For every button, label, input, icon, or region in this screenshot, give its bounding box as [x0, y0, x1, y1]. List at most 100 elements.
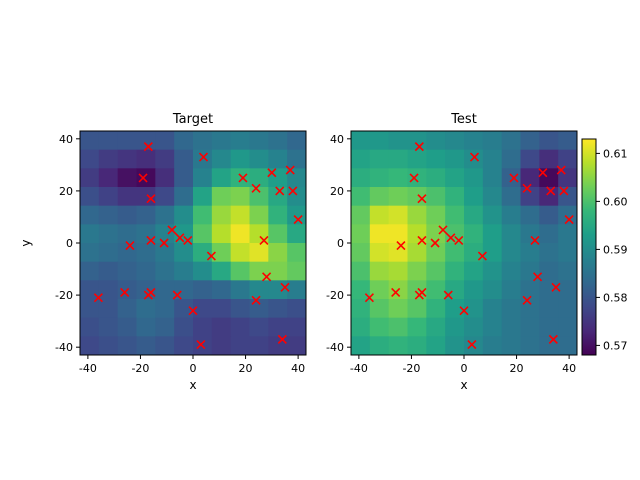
heatmap-cell [482, 336, 503, 356]
y-tick-label: -40 [326, 341, 344, 354]
data-point-marker [125, 241, 135, 251]
heatmap-cell [351, 149, 371, 169]
heatmap-cell [155, 149, 175, 169]
heatmap-cell [211, 205, 232, 225]
heatmap-cell [388, 299, 408, 319]
data-point-marker [143, 290, 153, 300]
heatmap-cell [174, 131, 194, 151]
heatmap-cell [98, 149, 119, 169]
heatmap-cell [520, 149, 540, 169]
heatmap-cell [558, 131, 578, 151]
heatmap-cell [249, 168, 269, 188]
heatmap-cell [193, 149, 213, 169]
heatmap-cell [80, 149, 100, 169]
heatmap-cell [98, 205, 119, 225]
heatmap-cell [268, 205, 288, 225]
heatmap-cell [98, 280, 119, 300]
heatmap-cell [117, 243, 137, 263]
data-point-marker [556, 165, 566, 175]
data-point-marker [251, 295, 261, 305]
heatmap-cell [426, 187, 446, 207]
heatmap-cell [230, 317, 250, 337]
heatmap-cell [155, 168, 175, 188]
heatmap-cell [369, 317, 390, 337]
target-title: Target [172, 112, 213, 127]
data-point-marker [172, 290, 182, 300]
heatmap-cell [445, 280, 465, 300]
heatmap-cell [98, 261, 119, 281]
heatmap-cell [369, 149, 390, 169]
heatmap-cell [287, 280, 307, 300]
heatmap-cell [155, 280, 175, 300]
heatmap-cell [117, 205, 137, 225]
heatmap-cell [351, 261, 371, 281]
heatmap-cell [407, 317, 427, 337]
heatmap-cell [351, 243, 371, 263]
data-point-marker [522, 183, 532, 193]
heatmap-cell [482, 187, 503, 207]
heatmap-cell [407, 168, 427, 188]
y-tick-label: 0 [66, 237, 73, 250]
heatmap-cell [80, 299, 100, 319]
data-point-marker [159, 238, 169, 248]
heatmap-cell [501, 299, 521, 319]
heatmap-cell [426, 336, 446, 356]
heatmap-cell [558, 205, 578, 225]
heatmap-cell [249, 149, 269, 169]
heatmap-cell [445, 149, 465, 169]
heatmap-cell [482, 243, 503, 263]
data-point-marker [188, 306, 198, 316]
heatmap-cell [230, 131, 250, 151]
heatmap-cell [369, 280, 390, 300]
heatmap-cell [287, 224, 307, 244]
data-point-marker [477, 251, 487, 261]
data-point-marker [167, 225, 177, 235]
data-point-marker [509, 173, 519, 183]
heatmap-cell [351, 131, 371, 151]
y-tick-label: 40 [59, 133, 73, 146]
data-point-marker [559, 186, 569, 196]
data-point-marker [198, 152, 209, 162]
heatmap-cell [117, 187, 137, 207]
heatmap-cell [136, 149, 156, 169]
target-markers [93, 142, 303, 350]
heatmap-cell [351, 299, 371, 319]
heatmap-cell [407, 336, 427, 356]
colorbar-tick-label: 0.58 [603, 291, 628, 304]
heatmap-cell [117, 336, 137, 356]
heatmap-cell [388, 224, 408, 244]
heatmap-cell [249, 205, 269, 225]
heatmap-cell [482, 317, 503, 337]
data-point-marker [443, 290, 453, 300]
data-point-marker [414, 142, 424, 152]
heatmap-cell [369, 261, 390, 281]
heatmap-cell [520, 336, 540, 356]
heatmap-cell [230, 280, 250, 300]
data-point-marker [551, 282, 561, 292]
data-point-marker [146, 194, 156, 204]
heatmap-cell [520, 261, 540, 281]
heatmap-cell [249, 187, 269, 207]
data-point-marker [267, 168, 277, 178]
heatmap-cell [445, 299, 465, 319]
heatmap-cell [445, 131, 465, 151]
data-point-marker [546, 186, 556, 196]
heatmap-cell [464, 243, 484, 263]
x-tick-label: -20 [131, 362, 149, 375]
heatmap-cell [369, 224, 390, 244]
heatmap-cell [80, 131, 100, 151]
heatmap-cell [230, 168, 250, 188]
heatmap-cell [80, 317, 100, 337]
data-point-marker [120, 287, 130, 298]
heatmap-cell [388, 205, 408, 225]
heatmap-cell [136, 205, 156, 225]
heatmap-cell [407, 205, 427, 225]
data-point-marker [280, 282, 290, 292]
heatmap-cell [174, 187, 194, 207]
heatmap-cell [155, 317, 175, 337]
heatmap-cell [155, 299, 175, 319]
heatmap-cell [136, 336, 156, 356]
heatmap-cell [230, 299, 250, 319]
heatmap-cell [193, 280, 213, 300]
heatmap-cell [136, 168, 156, 188]
